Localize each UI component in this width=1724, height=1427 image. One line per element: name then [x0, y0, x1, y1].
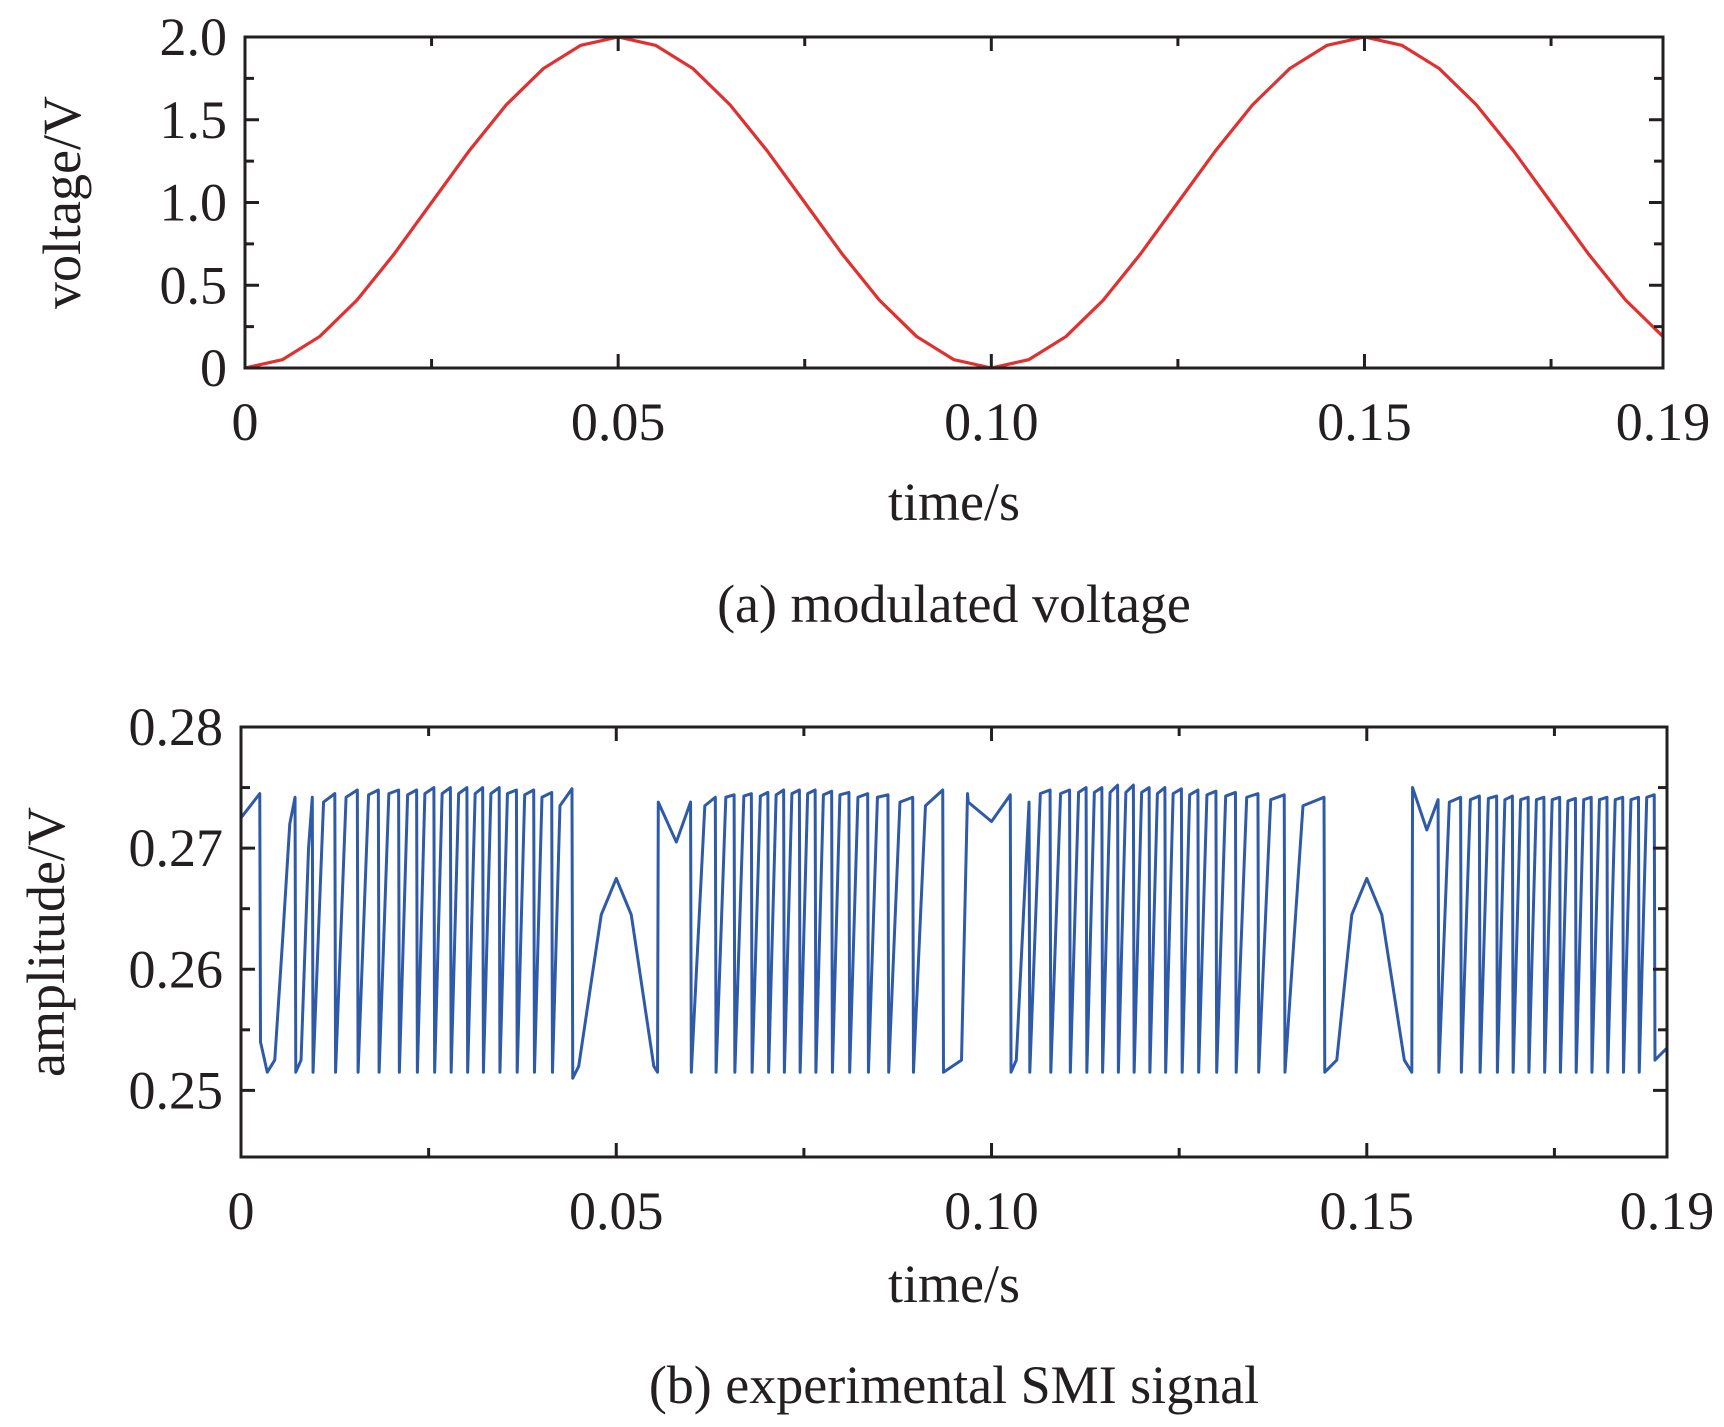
y-tick-label: 0 [200, 338, 227, 398]
plot-frame [243, 35, 1665, 370]
x-tick-label: 0.19 [1620, 1181, 1715, 1241]
x-tick-label: 0.10 [944, 392, 1039, 452]
y-tick-label: 0.26 [129, 939, 224, 999]
plot-frame [239, 725, 1669, 1159]
panel-caption: (b) experimental SMI signal [649, 1355, 1259, 1415]
x-tick-label: 0.15 [1317, 392, 1412, 452]
series-line [244, 35, 1665, 370]
y-axis-label: amplitude/V [16, 807, 76, 1077]
y-tick-label: 2.0 [160, 7, 228, 67]
y-tick-label: 1.5 [160, 90, 228, 150]
y-tick-label: 0.25 [129, 1060, 224, 1120]
x-tick-label: 0.19 [1616, 392, 1711, 452]
panel-a-modulated-voltage: 0 0.05 0.10 0.15 0.19 0 0.5 1.0 1.5 2.0 time/s volt… [32, 7, 1710, 634]
panel-caption: (a) modulated voltage [717, 574, 1191, 634]
x-tick-label: 0.15 [1320, 1181, 1415, 1241]
x-axis-label: time/s [888, 1254, 1020, 1314]
y-tick-label: 0.27 [129, 818, 224, 878]
y-tick-label: 0.28 [129, 697, 224, 757]
x-tick-label: 0 [232, 392, 259, 452]
x-tick-label: 0.05 [571, 392, 666, 452]
series-line [239, 783, 1669, 1080]
x-tick-label: 0.05 [569, 1181, 664, 1241]
y-tick-label: 0.5 [160, 255, 228, 315]
panel-b-smi-signal: 0 0.05 0.10 0.15 0.19 0.25 0.26 0.27 0.28 time/s a… [16, 697, 1714, 1415]
x-tick-label: 0.10 [944, 1181, 1039, 1241]
x-axis-label: time/s [888, 472, 1020, 532]
y-axis-label: voltage/V [32, 96, 92, 309]
x-tick-label: 0 [228, 1181, 255, 1241]
y-tick-label: 1.0 [160, 173, 228, 233]
